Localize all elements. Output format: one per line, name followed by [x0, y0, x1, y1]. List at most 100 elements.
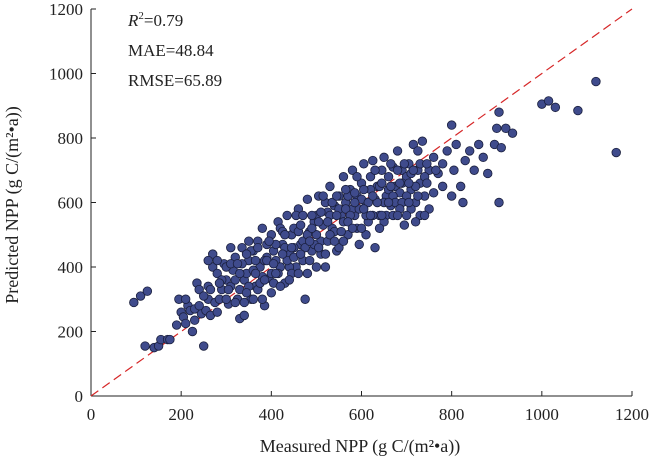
data-point [392, 210, 403, 221]
data-point [325, 230, 335, 240]
data-point [383, 171, 394, 182]
data-point [611, 147, 621, 158]
data-point [165, 334, 175, 345]
statistics-annotation: R2=0.79 MAE=48.84 RMSE=65.89 [127, 10, 222, 90]
data-point [413, 191, 423, 201]
data-point [322, 217, 333, 227]
data-point [142, 286, 153, 296]
data-point [250, 268, 261, 279]
data-point [359, 159, 369, 169]
data-point [377, 210, 387, 221]
data-point [363, 197, 373, 208]
data-point [230, 297, 240, 308]
data-point [180, 294, 191, 304]
data-point [352, 171, 362, 182]
data-point [354, 239, 364, 250]
data-point [257, 223, 268, 234]
y-tick-label: 600 [58, 194, 84, 213]
data-point [494, 107, 504, 117]
data-point [365, 210, 376, 221]
data-point [372, 197, 382, 208]
data-point [194, 284, 204, 295]
data-point [311, 262, 322, 272]
data-point [446, 120, 457, 130]
data-point [408, 139, 419, 150]
data-point [286, 242, 297, 253]
data-point [392, 146, 403, 156]
data-point [232, 259, 243, 269]
data-point [325, 181, 335, 192]
data-point [271, 268, 281, 279]
data-point [300, 294, 310, 304]
data-point [460, 155, 470, 166]
data-point [465, 146, 475, 156]
data-point [327, 197, 337, 208]
x-tick-label: 1200 [615, 405, 649, 424]
data-point [417, 136, 428, 146]
data-point [368, 155, 378, 166]
data-point [458, 197, 468, 208]
r-squared-stat: R2=0.79 [127, 10, 183, 30]
data-point [223, 284, 234, 295]
data-point [404, 197, 414, 208]
data-point [361, 230, 371, 240]
data-point [293, 268, 304, 279]
data-point [320, 249, 331, 259]
x-tick-label: 400 [259, 405, 285, 424]
data-point [501, 123, 511, 134]
x-tick-label: 600 [349, 405, 375, 424]
data-point [483, 168, 493, 179]
rmse-stat: RMSE=65.89 [128, 71, 222, 90]
data-point [171, 320, 182, 330]
data-point [311, 230, 322, 240]
data-point [199, 291, 209, 301]
data-point [248, 294, 259, 304]
data-point [386, 159, 396, 169]
data-point [413, 146, 423, 156]
data-point [304, 236, 315, 246]
data-point [253, 242, 263, 253]
y-tick-label: 1200 [49, 0, 83, 19]
data-point [591, 76, 601, 87]
data-point [189, 315, 200, 325]
data-point [392, 165, 403, 175]
data-point [550, 102, 561, 113]
data-point [268, 259, 279, 269]
data-point [214, 278, 225, 288]
data-point [338, 236, 349, 246]
data-point [496, 142, 506, 153]
data-point [428, 152, 439, 163]
data-point [313, 242, 324, 253]
data-point [298, 210, 308, 221]
data-point [334, 242, 344, 253]
data-point [194, 301, 204, 311]
data-point [318, 191, 328, 201]
data-point [437, 159, 448, 169]
data-point [395, 178, 405, 188]
data-point [370, 165, 380, 175]
data-points [129, 76, 621, 353]
data-point [341, 184, 351, 195]
data-point [284, 275, 295, 285]
data-point [419, 210, 430, 221]
data-point [492, 123, 502, 134]
data-point [374, 223, 385, 234]
y-tick-label: 400 [58, 258, 84, 277]
data-point [350, 197, 360, 208]
data-point [399, 220, 410, 230]
data-point [187, 326, 198, 337]
data-point [422, 159, 432, 169]
x-tick-label: 800 [439, 405, 465, 424]
x-tick-label: 0 [87, 405, 96, 424]
data-point [230, 275, 240, 285]
data-point [307, 223, 317, 234]
data-point [401, 210, 412, 221]
data-point [404, 178, 414, 188]
data-point [135, 291, 146, 301]
data-point [239, 310, 249, 321]
data-point [343, 217, 353, 227]
y-tick-label: 1000 [49, 65, 83, 84]
data-point [442, 146, 452, 156]
data-point [266, 288, 277, 298]
